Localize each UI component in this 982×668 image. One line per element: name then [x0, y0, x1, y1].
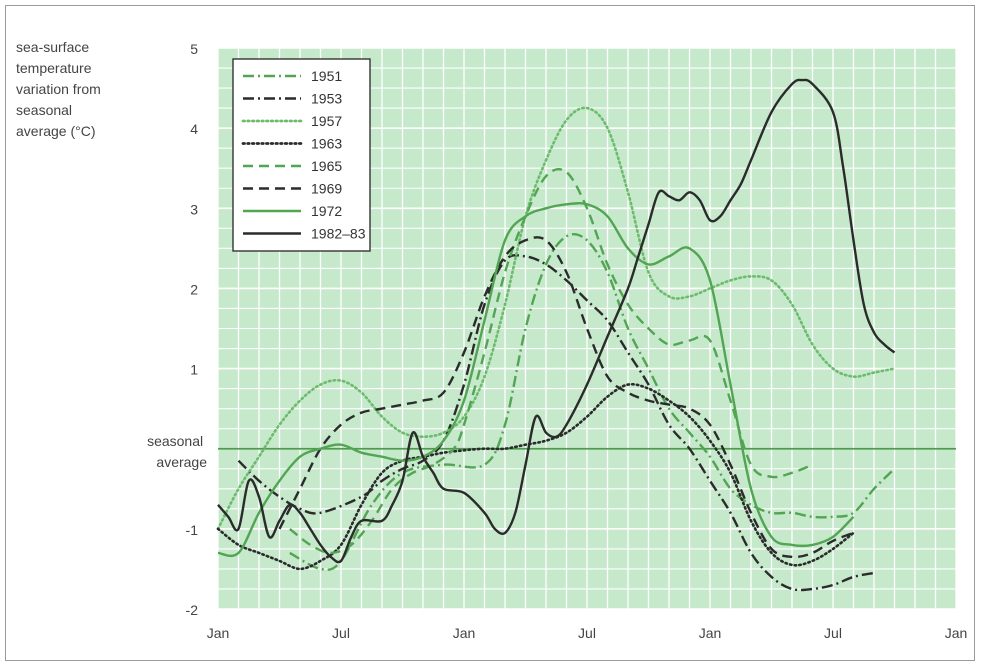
- legend-item: 1965: [243, 158, 342, 174]
- series-line-1963: [216, 382, 855, 571]
- legend-box: [232, 58, 371, 252]
- series-line-1965: [289, 168, 813, 555]
- series-line-1953: [237, 253, 875, 592]
- legend-label: 1982–83: [311, 226, 366, 242]
- legend-item: 1953: [243, 91, 342, 107]
- legend-label: 1951: [311, 68, 342, 84]
- legend-label: 1969: [311, 181, 342, 197]
- x-tick-label: Jul: [824, 625, 842, 641]
- y-tick-labels: -2 -1 1 2 3 4 5: [186, 41, 199, 618]
- y-axis-label-line: variation from: [16, 81, 101, 97]
- series-line-1951: [289, 233, 896, 572]
- y-tick-label: -2: [186, 602, 199, 618]
- series-line-1957: [216, 106, 896, 531]
- legend-item: 1972: [243, 203, 342, 219]
- legend-label: 1963: [311, 136, 342, 152]
- series-line-1969: [278, 236, 854, 559]
- x-tick-label: Jul: [332, 625, 350, 641]
- legend-label: 1965: [311, 158, 342, 174]
- legend-label: 1957: [311, 113, 342, 129]
- legend: 1951 1953 1957 1963 1965 1969 1972 1982–83: [232, 58, 371, 252]
- series-line-1982–83: [217, 78, 896, 564]
- series-line-1972: [217, 202, 855, 558]
- legend-label: 1953: [311, 91, 342, 107]
- legend-label: 1972: [311, 203, 342, 219]
- y-axis-label-line: temperature: [16, 60, 92, 76]
- x-tick-labels: Jan Jul Jan Jul Jan Jul Jan: [207, 625, 968, 641]
- y-tick-label: 4: [190, 121, 198, 137]
- x-tick-label: Jan: [699, 625, 722, 641]
- legend-item: 1982–83: [243, 226, 366, 242]
- legend-item: 1951: [243, 68, 342, 84]
- x-tick-label: Jan: [453, 625, 476, 641]
- x-tick-label: Jan: [207, 625, 230, 641]
- y-tick-label: -1: [186, 522, 199, 538]
- seasonal-average-label: seasonal average: [147, 433, 207, 470]
- legend-item: 1957: [241, 113, 342, 129]
- y-axis-label-line: average (°C): [16, 123, 96, 139]
- legend-item: 1969: [243, 181, 342, 197]
- y-axis-label-line: seasonal: [16, 102, 72, 118]
- legend-item: 1963: [241, 136, 342, 152]
- legend-items: 1951 1953 1957 1963 1965 1969 1972 1982–83: [241, 68, 366, 242]
- series-lines: [216, 78, 896, 592]
- y-tick-label: 2: [190, 281, 198, 297]
- x-tick-label: Jul: [578, 625, 596, 641]
- x-tick-label: Jan: [945, 625, 968, 641]
- seasonal-average-label-line: seasonal: [147, 433, 203, 449]
- y-axis-label: sea-surface temperature variation from s…: [16, 39, 105, 139]
- y-tick-label: 1: [190, 362, 198, 378]
- y-tick-label: 3: [190, 201, 198, 217]
- y-axis-label-line: sea-surface: [16, 39, 89, 55]
- y-tick-label: 5: [190, 41, 198, 57]
- seasonal-average-label-line: average: [156, 454, 207, 470]
